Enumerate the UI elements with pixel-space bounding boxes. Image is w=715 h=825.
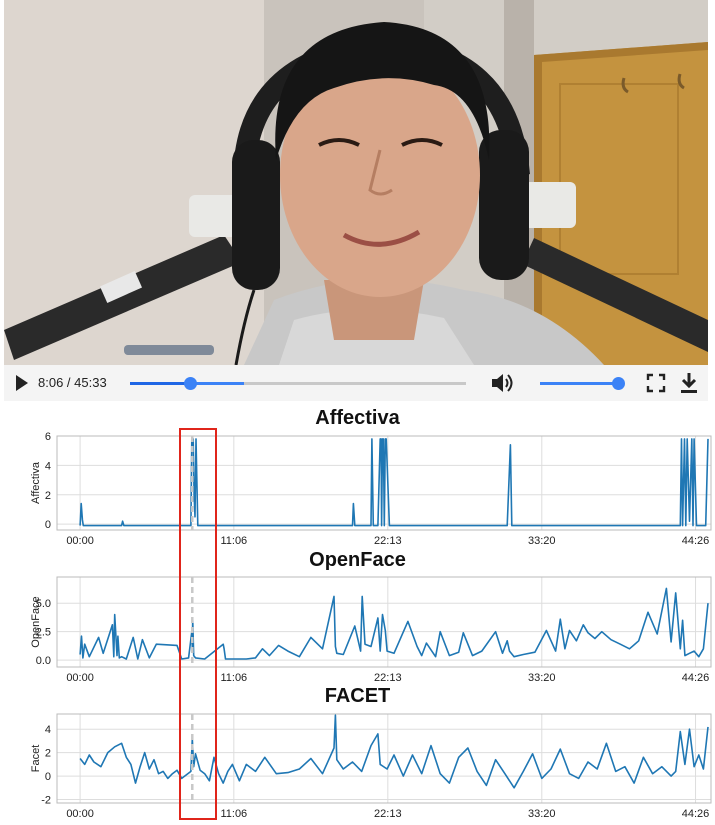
x-tick-label: 11:06: [220, 535, 247, 547]
y-tick-label: 6: [45, 431, 51, 443]
x-tick-label: 11:06: [220, 672, 247, 684]
volume-button[interactable]: [490, 371, 516, 395]
x-tick-label: 00:00: [66, 672, 94, 684]
volume-slider[interactable]: [540, 377, 625, 390]
x-tick-label: 00:00: [66, 808, 94, 820]
fullscreen-button[interactable]: [646, 373, 666, 393]
video-controls: 8:06 / 45:33: [4, 365, 708, 401]
series-line: [79, 587, 709, 660]
y-tick-label: 5.0: [36, 598, 51, 610]
y-axis-label: OpenFace: [30, 596, 42, 647]
y-tick-label: 2.5: [36, 627, 51, 639]
chart-title-affectiva: Affectiva: [315, 407, 400, 429]
x-tick-label: 33:20: [528, 672, 556, 684]
download-button[interactable]: [678, 371, 700, 395]
y-axis-label: Affectiva: [30, 461, 42, 504]
x-tick-label: 11:06: [220, 808, 247, 820]
seek-played: [130, 382, 190, 385]
y-tick-label: 0.0: [36, 655, 51, 667]
series-line: [79, 714, 709, 789]
fullscreen-icon: [646, 373, 666, 393]
y-tick-label: -2: [41, 794, 51, 806]
x-tick-label: 22:13: [374, 808, 402, 820]
play-button[interactable]: [14, 374, 30, 392]
chart-title-facet: FACET: [324, 685, 391, 707]
video-frame[interactable]: [4, 0, 708, 365]
video-image: [4, 0, 708, 365]
download-icon: [681, 373, 697, 393]
x-tick-label: 44:26: [682, 672, 710, 684]
x-tick-label: 33:20: [528, 535, 556, 547]
x-tick-label: 00:00: [66, 535, 94, 547]
series-line: [79, 438, 709, 527]
plot-frame: [56, 576, 712, 668]
y-tick-label: 2: [45, 748, 51, 760]
y-tick-label: 4: [45, 724, 51, 736]
plot-frame: [56, 713, 712, 804]
x-tick-label: 44:26: [682, 808, 710, 820]
y-tick-label: 4: [45, 460, 51, 472]
seek-thumb[interactable]: [183, 377, 197, 390]
play-icon: [16, 375, 28, 391]
y-tick-label: 0: [45, 771, 51, 783]
y-tick-label: 0: [45, 519, 51, 531]
volume-icon: [492, 374, 513, 392]
y-tick-label: 2: [45, 490, 51, 502]
x-tick-label: 44:26: [682, 535, 710, 547]
x-tick-label: 33:20: [528, 808, 556, 820]
y-axis-label: Facet: [30, 745, 42, 773]
x-tick-label: 22:13: [374, 535, 402, 547]
seek-bar[interactable]: [130, 377, 466, 390]
plot-frame: [56, 435, 712, 531]
x-tick-label: 22:13: [374, 672, 402, 684]
chart-title-openface: OpenFace: [309, 549, 406, 571]
time-display: 8:06 / 45:33: [38, 375, 107, 390]
volume-thumb[interactable]: [612, 377, 625, 390]
highlight-box: [179, 428, 217, 820]
